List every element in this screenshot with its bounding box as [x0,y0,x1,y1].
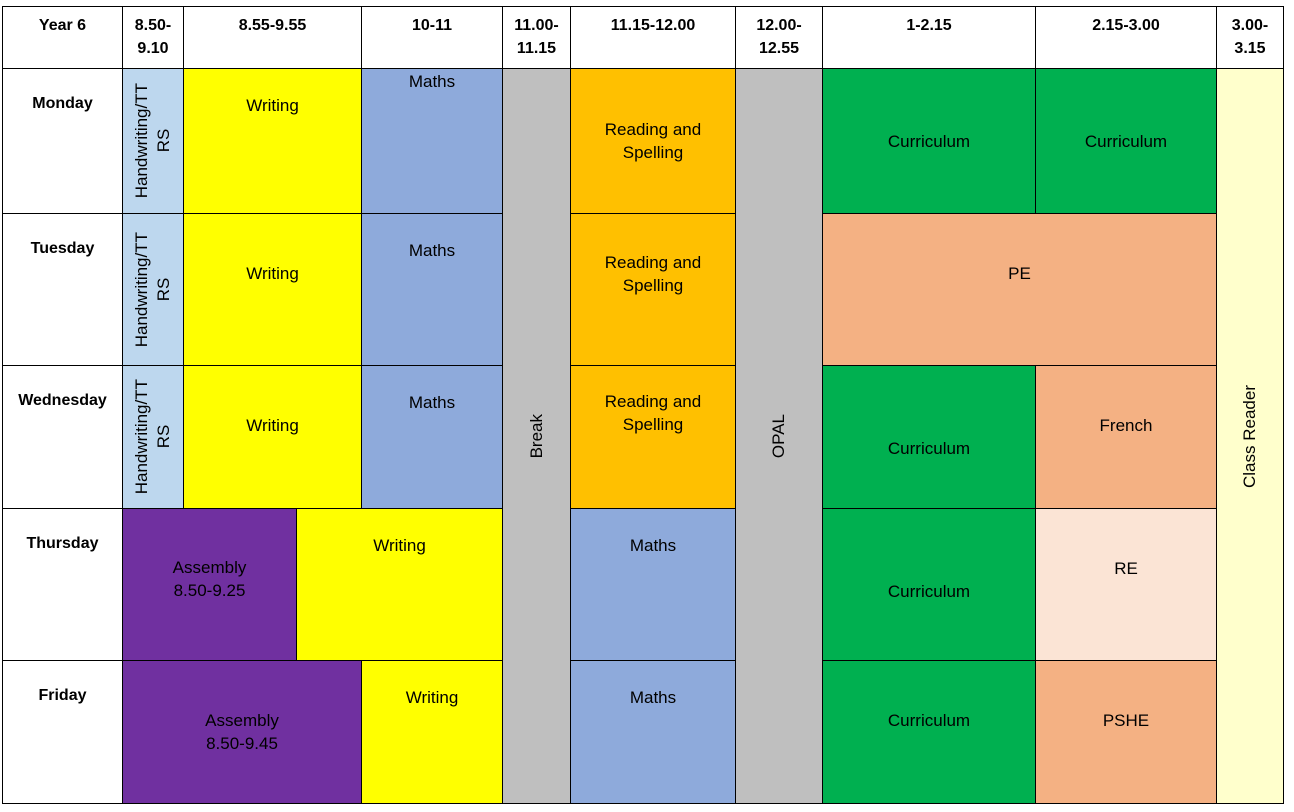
header-period-3: 10-11 [361,6,503,69]
thursday-assembly: Assembly 8.50-9.25 [122,508,297,661]
day-friday: Friday [2,660,123,804]
thursday-curriculum: Curriculum [822,508,1036,661]
thursday-re: RE [1035,508,1217,661]
tuesday-reading-fill [571,332,735,365]
wednesday-reading-spelling: Reading and Spelling [570,365,736,509]
header-period-5: 11.15-12.00 [570,6,736,69]
thursday-writing: Writing [296,508,503,661]
tuesday-maths: Maths [361,213,503,366]
thursday-maths: Maths [570,508,736,661]
header-period-9: 3.00- 3.15 [1216,6,1284,69]
tuesday-reading-spelling: Reading and Spelling [570,213,736,333]
header-period-4: 11.00- 11.15 [502,6,571,69]
friday-maths: Maths [570,660,736,804]
tuesday-pe-fill [823,332,1216,365]
header-period-6: 12.00- 12.55 [735,6,823,69]
day-tuesday: Tuesday [2,213,123,366]
monday-handwriting-rs: Handwriting/TT RS [122,68,184,214]
monday-curriculum-1: Curriculum [822,68,1036,214]
day-thursday: Thursday [2,508,123,661]
friday-assembly: Assembly 8.50-9.45 [122,660,362,804]
wednesday-maths: Maths [361,365,503,509]
wednesday-french: French [1035,365,1217,509]
tuesday-handwriting-rs: Handwriting/TT RS [122,213,184,366]
header-period-1: 8.50- 9.10 [122,6,184,69]
header-period-7: 1-2.15 [822,6,1036,69]
tuesday-writing: Writing [183,213,362,333]
header-corner: Year 6 [2,6,123,69]
monday-writing: Writing [183,68,362,214]
day-monday: Monday [2,68,123,214]
wednesday-writing: Writing [183,365,362,509]
opal-column: OPAL [735,68,823,804]
tuesday-pe: PE [822,213,1217,333]
friday-pshe: PSHE [1035,660,1217,804]
wednesday-curriculum: Curriculum [822,365,1036,509]
monday-curriculum-2: Curriculum [1035,68,1217,214]
friday-curriculum: Curriculum [822,660,1036,804]
header-period-8: 2.15-3.00 [1035,6,1217,69]
class-reader-column: Class Reader [1216,68,1284,804]
wednesday-handwriting-rs: Handwriting/TT RS [122,365,184,509]
tuesday-writing-fill [184,332,361,365]
break-column: Break [502,68,571,804]
monday-maths: Maths [361,68,503,214]
friday-writing: Writing [361,660,503,804]
monday-reading-spelling: Reading and Spelling [570,68,736,214]
header-period-2: 8.55-9.55 [183,6,362,69]
day-wednesday: Wednesday [2,365,123,509]
